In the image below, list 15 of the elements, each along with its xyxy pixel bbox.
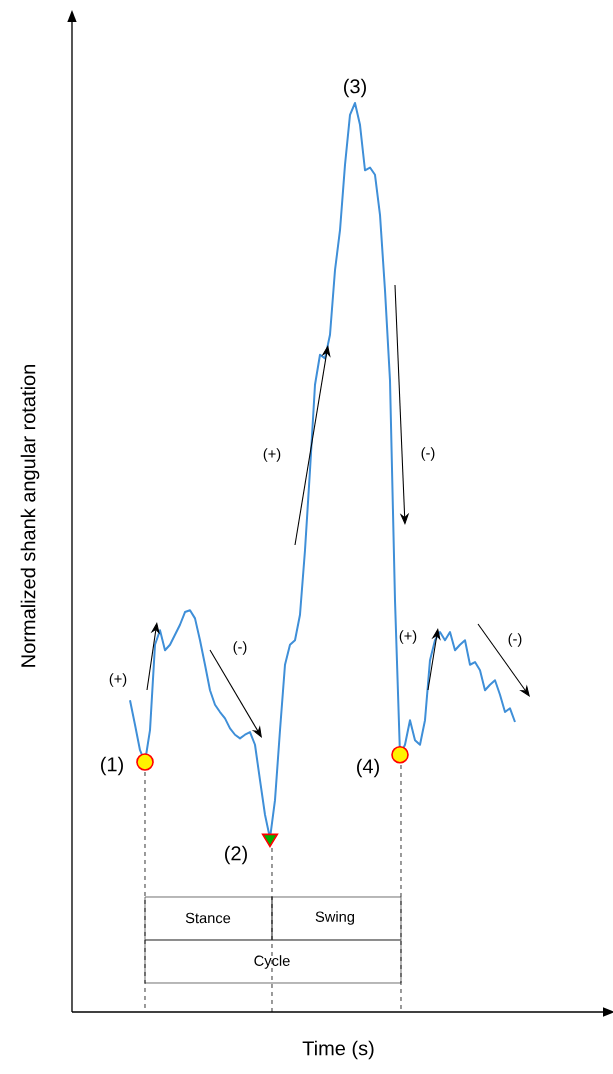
text: (1) bbox=[101, 756, 123, 776]
text: (+) bbox=[109, 673, 127, 687]
annotation: (-) bbox=[421, 447, 435, 461]
annotation: Cycle bbox=[254, 955, 290, 969]
annotation: (4) bbox=[357, 758, 379, 778]
x-axis-title: Time (s) bbox=[302, 1040, 374, 1060]
annotation: Swing bbox=[315, 911, 355, 925]
annotation: Stance bbox=[185, 912, 231, 924]
annotation: (-) bbox=[233, 641, 247, 655]
annotation: (2) bbox=[225, 845, 247, 865]
annotation: (-) bbox=[508, 633, 522, 647]
y-axis-title: Normalized shank angular rotation bbox=[20, 365, 40, 667]
text: (3) bbox=[344, 78, 366, 98]
annotation: (+) bbox=[399, 630, 417, 644]
annotation: (+) bbox=[263, 448, 281, 462]
